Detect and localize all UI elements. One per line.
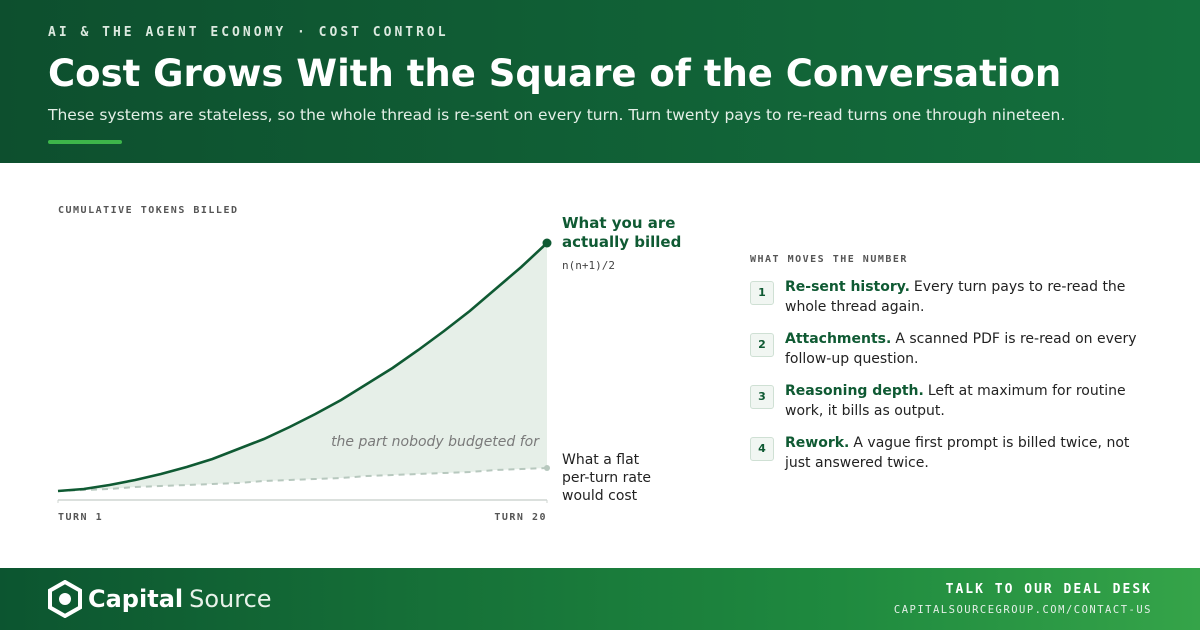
item-text: Re-sent history. Every turn pays to re-re… (785, 277, 1155, 317)
item-text: Reasoning depth. Left at maximum for rout… (785, 381, 1155, 421)
item-lead: Reasoning depth. (785, 383, 924, 399)
item-number: 4 (750, 437, 774, 461)
item-lead: Re-sent history. (785, 279, 910, 295)
item-number: 3 (750, 385, 774, 409)
url[interactable]: CAPITALSOURCEGROUP.COM/CONTACT-US (893, 604, 1152, 616)
item-body: A vague first prompt is billed twice, no… (785, 435, 1130, 471)
series-line (57, 242, 548, 493)
item-text: Attachments. A scanned PDF is re-read on … (785, 329, 1155, 369)
header: AI & THE AGENT ECONOMY · COST CONTROL Co… (0, 0, 1200, 163)
brand-bold: Capital (88, 585, 184, 613)
brand: Capital Source (88, 585, 272, 613)
kicker: AI & THE AGENT ECONOMY · COST CONTROL (48, 25, 449, 40)
footer: Capital Source TALK TO OUR DEAL DESK CAPI… (0, 568, 1200, 630)
accent-bar (48, 140, 122, 144)
annotation: the part nobody budgeted for (331, 434, 540, 450)
legend-label: What a flat per-turn rate would cost (562, 452, 652, 504)
logo-icon (48, 580, 82, 618)
series-line (57, 467, 548, 492)
subtitle: These systems are stateless, so the whol… (48, 106, 1066, 124)
item-lead: Rework. (785, 435, 850, 451)
cta[interactable]: TALK TO OUR DEAL DESK (945, 582, 1152, 597)
item-body: A scanned PDF is re-read on every follow… (785, 331, 1137, 367)
item-lead: Attachments. (785, 331, 892, 347)
item-body: Every turn pays to re-read the whole thr… (785, 279, 1126, 315)
x-tick-label: TURN 20 (494, 512, 547, 523)
y-axis-label: CUMULATIVE TOKENS BILLED (58, 205, 239, 216)
item-number: 2 (750, 333, 774, 357)
gap-area (58, 243, 547, 491)
item-text: Rework. A vague first prompt is billed tw… (785, 433, 1155, 473)
x-tick-label: TURN 1 (58, 512, 103, 523)
item-number: 1 (750, 281, 774, 305)
end-dot (542, 238, 552, 248)
end-dot (544, 465, 550, 471)
title: Cost Grows With the Square of the Conver… (48, 52, 1062, 95)
list-title: WHAT MOVES THE NUMBER (750, 254, 908, 265)
chart: TURN 1 TURN 20 the part nobody budgeted fo… (57, 238, 552, 523)
legend-label: What you are actually billed (562, 214, 682, 251)
brand-light: Source (189, 585, 272, 613)
formula: n(n+1)/2 (562, 259, 615, 272)
item-body: Left at maximum for routine work, it bil… (785, 383, 1126, 419)
